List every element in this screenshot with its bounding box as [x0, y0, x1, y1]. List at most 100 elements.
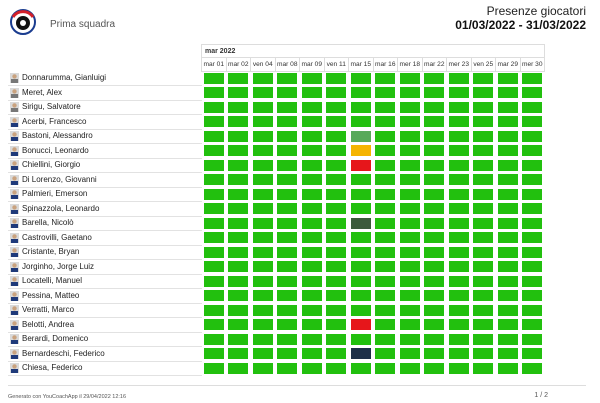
attendance-status-present — [301, 275, 322, 287]
attendance-cell — [300, 332, 325, 347]
attendance-status-present — [228, 348, 249, 360]
attendance-cell — [275, 115, 300, 130]
attendance-cell — [373, 274, 398, 289]
attendance-status-present — [375, 232, 396, 244]
attendance-cell — [300, 303, 325, 318]
table-row: Acerbi, Francesco — [8, 114, 545, 130]
attendance-cell — [226, 202, 251, 217]
attendance-cell — [300, 231, 325, 246]
attendance-cell — [349, 303, 374, 318]
attendance-status-present — [375, 304, 396, 316]
attendance-status-present — [473, 116, 494, 128]
attendance-cell — [275, 289, 300, 304]
attendance-cell — [300, 129, 325, 144]
attendance-cell — [251, 187, 276, 202]
attendance-cell — [520, 274, 545, 289]
attendance-status-present — [301, 362, 322, 374]
attendance-status-present — [522, 101, 543, 113]
day-header: mar 09 — [299, 57, 325, 72]
attendance-status-present — [326, 101, 347, 113]
player-avatar-icon — [10, 131, 19, 142]
player-avatar-icon — [10, 334, 19, 345]
attendance-status-present — [424, 304, 445, 316]
player-name: Bastoni, Alessandro — [22, 131, 93, 141]
player-name: Chiesa, Federico — [22, 363, 83, 373]
attendance-cell — [471, 100, 496, 115]
attendance-cell — [226, 100, 251, 115]
attendance-status-present — [203, 246, 224, 258]
attendance-cell — [447, 347, 472, 362]
attendance-cell — [251, 72, 276, 86]
attendance-status-present — [277, 232, 298, 244]
attendance-status-present — [350, 232, 371, 244]
attendance-cell — [398, 332, 423, 347]
attendance-cell — [520, 187, 545, 202]
attendance-status-present — [277, 101, 298, 113]
player-cell: Spinazzola, Leonardo — [8, 201, 202, 217]
attendance-cell — [373, 86, 398, 101]
attendance-cell — [471, 158, 496, 173]
attendance-cell — [275, 100, 300, 115]
attendance-status-present — [252, 159, 273, 171]
attendance-cell — [300, 158, 325, 173]
attendance-status-present — [497, 232, 518, 244]
attendance-cell — [520, 129, 545, 144]
attendance-cell — [251, 173, 276, 188]
attendance-cell — [251, 318, 276, 333]
attendance-status-present — [399, 73, 420, 85]
attendance-status-present — [399, 246, 420, 258]
attendance-status-present — [473, 217, 494, 229]
attendance-status-present — [203, 232, 224, 244]
attendance-cell — [349, 158, 374, 173]
attendance-cell — [324, 347, 349, 362]
attendance-status-present — [375, 275, 396, 287]
table-row: Belotti, Andrea — [8, 317, 545, 333]
attendance-cell — [496, 144, 521, 159]
attendance-status-navy — [350, 348, 371, 360]
attendance-status-present — [203, 217, 224, 229]
attendance-status-present — [448, 362, 469, 374]
attendance-status-present — [375, 145, 396, 157]
attendance-status-present — [424, 246, 445, 258]
attendance-status-present — [448, 290, 469, 302]
attendance-cell — [373, 318, 398, 333]
attendance-cell — [496, 158, 521, 173]
attendance-status-present — [326, 87, 347, 99]
attendance-status-present — [301, 73, 322, 85]
attendance-cell — [398, 289, 423, 304]
attendance-status-present — [277, 159, 298, 171]
attendance-cell — [349, 216, 374, 231]
attendance-status-present — [522, 275, 543, 287]
attendance-cell — [349, 129, 374, 144]
attendance-status-present — [203, 261, 224, 273]
attendance-cell — [520, 86, 545, 101]
attendance-status-present — [375, 87, 396, 99]
attendance-status-present — [203, 362, 224, 374]
attendance-cell — [324, 158, 349, 173]
attendance-status-present — [350, 304, 371, 316]
attendance-status-present — [375, 319, 396, 331]
attendance-cell — [398, 303, 423, 318]
attendance-cell — [275, 158, 300, 173]
attendance-status-present — [350, 87, 371, 99]
attendance-status-present — [424, 290, 445, 302]
attendance-status-present — [203, 73, 224, 85]
attendance-status-present — [301, 333, 322, 345]
attendance-cell — [275, 144, 300, 159]
attendance-status-present — [424, 319, 445, 331]
attendance-status-present — [228, 203, 249, 215]
footer-divider — [8, 385, 586, 386]
attendance-cell — [471, 303, 496, 318]
attendance-cell — [202, 158, 227, 173]
attendance-status-present — [277, 116, 298, 128]
attendance-cell — [447, 274, 472, 289]
attendance-status-present — [301, 130, 322, 142]
attendance-cell — [349, 318, 374, 333]
player-avatar-icon — [10, 73, 19, 84]
day-header: mar 15 — [348, 57, 374, 72]
player-avatar-icon — [10, 189, 19, 200]
attendance-status-present — [277, 145, 298, 157]
player-avatar-icon — [10, 102, 19, 113]
attendance-status-present — [203, 319, 224, 331]
attendance-cell — [275, 245, 300, 260]
